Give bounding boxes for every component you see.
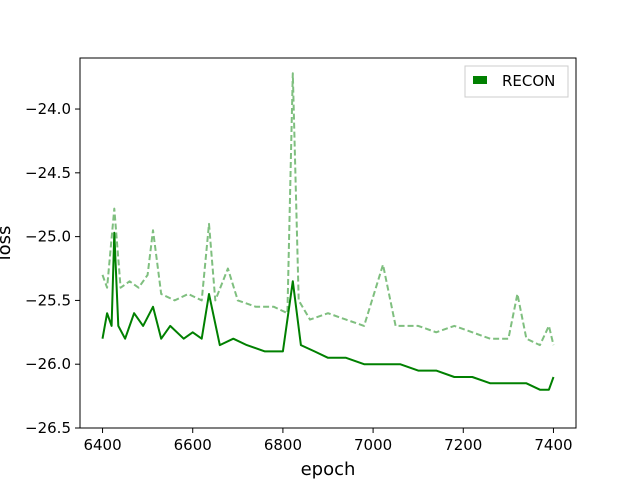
- series-recon-dashed-line: [101, 72, 555, 347]
- plot-area: [79, 57, 577, 429]
- series-layer: [101, 72, 555, 391]
- x-tick-label: 6800: [264, 436, 302, 454]
- y-axis-label: loss: [0, 226, 15, 261]
- x-tick-label: 7400: [534, 436, 572, 454]
- x-tick-label: 7000: [354, 436, 392, 454]
- y-tick-label: −26.5: [25, 419, 71, 437]
- x-tick-label: 6400: [83, 436, 121, 454]
- series-recon-line: [101, 231, 555, 391]
- y-tick-label: −25.5: [25, 291, 71, 309]
- y-tick-label: −24.0: [25, 100, 71, 118]
- y-tick-label: −24.5: [25, 164, 71, 182]
- legend: RECON: [464, 65, 569, 98]
- y-tick-labels: −26.5 −26.0 −25.5 −25.0 −24.5 −24.0: [25, 100, 71, 437]
- x-axis-label: epoch: [301, 459, 356, 480]
- y-tick-label: −26.0: [25, 355, 71, 373]
- legend-label-recon: RECON: [502, 72, 555, 90]
- x-tick-labels: 6400 6600 6800 7000 7200 7400: [83, 436, 572, 454]
- legend-swatch-recon: [473, 76, 487, 84]
- x-tick-label: 7200: [444, 436, 482, 454]
- x-tick-label: 6600: [174, 436, 212, 454]
- tick-marks: [75, 108, 554, 433]
- y-tick-label: −25.0: [25, 228, 71, 246]
